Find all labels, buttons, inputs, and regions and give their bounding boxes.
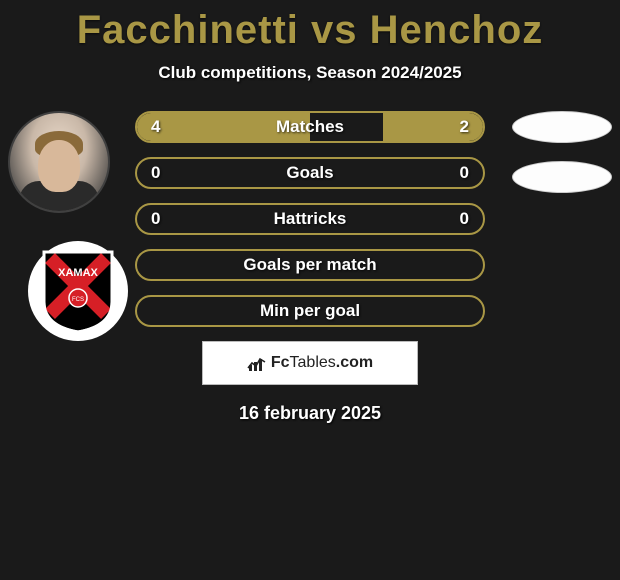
player-right-avatar-placeholder — [512, 111, 612, 143]
player-left-avatar — [8, 111, 110, 213]
stat-row: 0 0 Goals — [135, 157, 485, 189]
comparison-area: XAMAX FCS 4 2 Matches 0 0 Goals 0 0 Hattricks Goa… — [0, 111, 620, 327]
svg-text:XAMAX: XAMAX — [58, 267, 98, 279]
stat-rows: 4 2 Matches 0 0 Goals 0 0 Hattricks Goals per mat… — [135, 111, 485, 327]
stat-label: Hattricks — [274, 209, 347, 229]
stat-value-left: 0 — [151, 209, 160, 229]
player-left-column: XAMAX FCS — [8, 111, 110, 213]
chart-icon — [247, 354, 267, 372]
page-subtitle: Club competitions, Season 2024/2025 — [0, 63, 620, 83]
player-right-club-placeholder — [512, 161, 612, 193]
stat-row: 0 0 Hattricks — [135, 203, 485, 235]
stat-label: Goals — [286, 163, 333, 183]
stat-label: Matches — [276, 117, 344, 137]
stat-row: Goals per match — [135, 249, 485, 281]
stat-label: Goals per match — [243, 255, 376, 275]
stat-value-left: 0 — [151, 163, 160, 183]
stat-value-right: 0 — [460, 209, 469, 229]
xamax-badge-icon: XAMAX FCS — [40, 248, 116, 334]
page-title: Facchinetti vs Henchoz — [0, 0, 620, 53]
svg-text:FCS: FCS — [72, 297, 84, 303]
stat-label: Min per goal — [260, 301, 360, 321]
stat-row: Min per goal — [135, 295, 485, 327]
stat-value-right: 2 — [460, 117, 469, 137]
stat-value-right: 0 — [460, 163, 469, 183]
watermark-text: FcTables.com — [271, 354, 373, 372]
player-left-club-badge: XAMAX FCS — [28, 241, 128, 341]
stat-value-left: 4 — [151, 117, 160, 137]
stat-row: 4 2 Matches — [135, 111, 485, 143]
date-label: 16 february 2025 — [0, 403, 620, 424]
watermark: FcTables.com — [202, 341, 418, 385]
player-right-column — [512, 111, 612, 193]
